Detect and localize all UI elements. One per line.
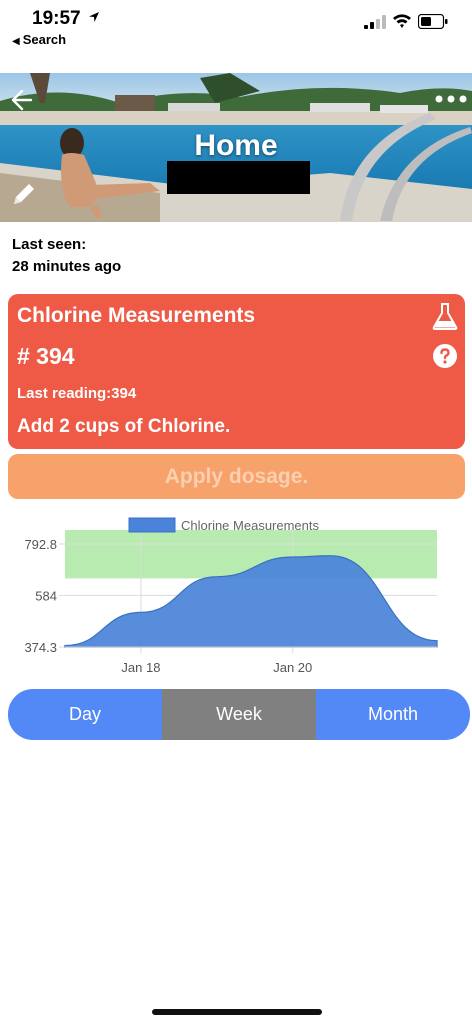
chlorine-chart: 792.8 584 374.3 Jan 18 Jan 20 Chlorine Measur… bbox=[24, 517, 438, 675]
last-seen-label: Last seen: bbox=[12, 236, 87, 253]
apply-dosage-button[interactable]: Apply dosage. bbox=[8, 454, 465, 499]
wifi-icon bbox=[393, 14, 411, 28]
series-area bbox=[64, 555, 438, 648]
card-title: Chlorine Measurements bbox=[17, 304, 256, 327]
chlorine-card: Chlorine Measurements # 394 Last reading… bbox=[8, 294, 465, 449]
help-icon[interactable] bbox=[433, 344, 457, 368]
data-point bbox=[216, 575, 218, 578]
home-indicator bbox=[152, 1009, 322, 1015]
tab-week[interactable]: Week bbox=[162, 689, 316, 740]
range-tabs: Day Week Month bbox=[8, 689, 470, 740]
page-title: Home bbox=[194, 129, 278, 162]
data-point bbox=[291, 556, 294, 558]
legend-label: Chlorine Measurements bbox=[181, 518, 320, 533]
battery-icon bbox=[418, 14, 448, 29]
hero-header: Home bbox=[0, 73, 472, 222]
more-dots-icon[interactable] bbox=[434, 93, 468, 105]
status-bar: 19:57 ◀ Search bbox=[0, 0, 472, 52]
last-seen-value: 28 minutes ago bbox=[12, 258, 122, 275]
x-tick-label: Jan 18 bbox=[121, 660, 160, 675]
last-seen-block: Last seen: 28 minutes ago bbox=[12, 234, 121, 278]
back-to-app-link[interactable]: ◀ Search bbox=[12, 32, 66, 47]
back-triangle-icon: ◀ bbox=[12, 36, 20, 47]
cellular-signal-icon bbox=[364, 15, 386, 29]
data-point bbox=[329, 554, 332, 557]
back-app-label: Search bbox=[22, 32, 67, 47]
data-point bbox=[64, 644, 66, 647]
legend-swatch bbox=[128, 517, 176, 533]
last-reading: Last reading:394 bbox=[17, 385, 137, 402]
y-tick-label: 792.8 bbox=[24, 537, 57, 552]
redacted-box bbox=[167, 161, 310, 194]
location-arrow-icon bbox=[89, 12, 99, 22]
back-arrow-icon[interactable] bbox=[8, 87, 34, 113]
pencil-icon[interactable] bbox=[10, 180, 38, 208]
dosage-advice: Add 2 cups of Chlorine. bbox=[17, 416, 231, 437]
tab-day[interactable]: Day bbox=[8, 689, 162, 740]
y-tick-label: 584 bbox=[35, 588, 57, 603]
tab-month[interactable]: Month bbox=[316, 689, 470, 740]
card-number: # 394 bbox=[17, 343, 75, 369]
data-point bbox=[436, 639, 438, 642]
data-point bbox=[140, 611, 142, 614]
y-tick-label: 374.3 bbox=[24, 640, 57, 655]
flask-icon[interactable] bbox=[432, 302, 458, 330]
status-time: 19:57 bbox=[32, 8, 81, 29]
x-tick-label: Jan 20 bbox=[273, 660, 312, 675]
